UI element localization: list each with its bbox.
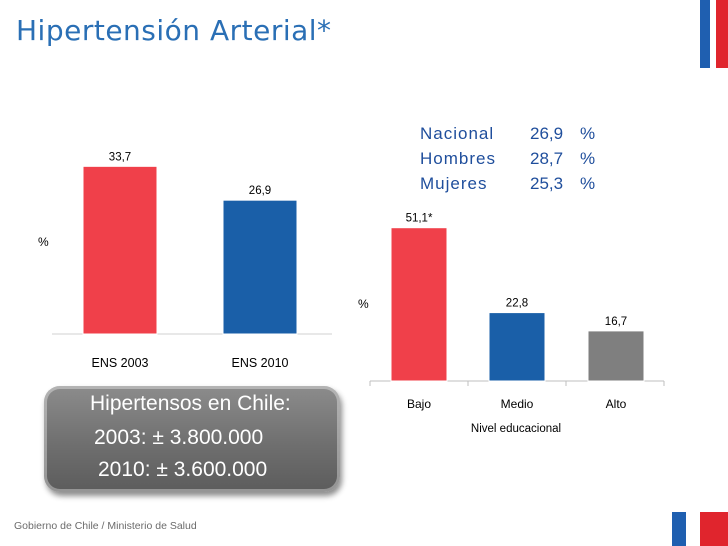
category-label: ENS 2010 xyxy=(232,356,289,370)
callout-line-2003: 2003: ± 3.800.000 xyxy=(94,426,264,449)
data-label: 26,9 xyxy=(249,185,271,197)
stat-row-hombres: Hombres 28,7 % xyxy=(420,146,620,171)
stat-value: 28,7 xyxy=(530,148,564,168)
category-label: Medio xyxy=(501,397,534,411)
callout-title: Hipertensos en Chile: xyxy=(90,392,291,415)
hypertensives-callout: Hipertensos en Chile: 2003: ± 3.800.000 … xyxy=(44,386,340,492)
stat-row-nacional: Nacional 26,9 % xyxy=(420,121,620,146)
stat-unit: % xyxy=(580,173,596,193)
stat-label: Nacional xyxy=(420,123,495,143)
bar xyxy=(82,165,158,335)
stat-unit: % xyxy=(580,123,596,143)
data-label: 16,7 xyxy=(605,316,627,328)
footer-text: Gobierno de Chile / Ministerio de Salud xyxy=(14,520,197,532)
stat-value: 26,9 xyxy=(530,123,564,143)
stat-value: 25,3 xyxy=(530,173,564,193)
stat-unit: % xyxy=(580,148,596,168)
data-label: 33,7 xyxy=(109,151,131,163)
x-axis-title: Nivel educacional xyxy=(471,423,561,435)
y-axis-label: % xyxy=(38,235,49,249)
category-label: ENS 2003 xyxy=(92,356,149,370)
data-label: 51,1* xyxy=(406,213,433,225)
chile-flag-bottom-icon xyxy=(672,512,728,546)
bar xyxy=(587,330,645,382)
chile-flag-top-icon xyxy=(700,0,728,68)
stat-row-mujeres: Mujeres 25,3 % xyxy=(420,171,620,196)
hypertension-stats: Nacional 26,9 % Hombres 28,7 % Mujeres 2… xyxy=(420,121,620,196)
category-label: Bajo xyxy=(407,397,431,411)
y-axis-label: % xyxy=(358,297,369,311)
callout-line-2010: 2010: ± 3.600.000 xyxy=(98,458,268,481)
bar xyxy=(488,312,546,382)
stat-label: Mujeres xyxy=(420,173,488,193)
bar xyxy=(222,199,298,335)
slide-title: Hipertensión Arterial* xyxy=(16,14,332,47)
data-label: 22,8 xyxy=(506,298,528,310)
category-label: Alto xyxy=(606,397,627,411)
bar xyxy=(390,227,448,382)
stat-label: Hombres xyxy=(420,148,496,168)
